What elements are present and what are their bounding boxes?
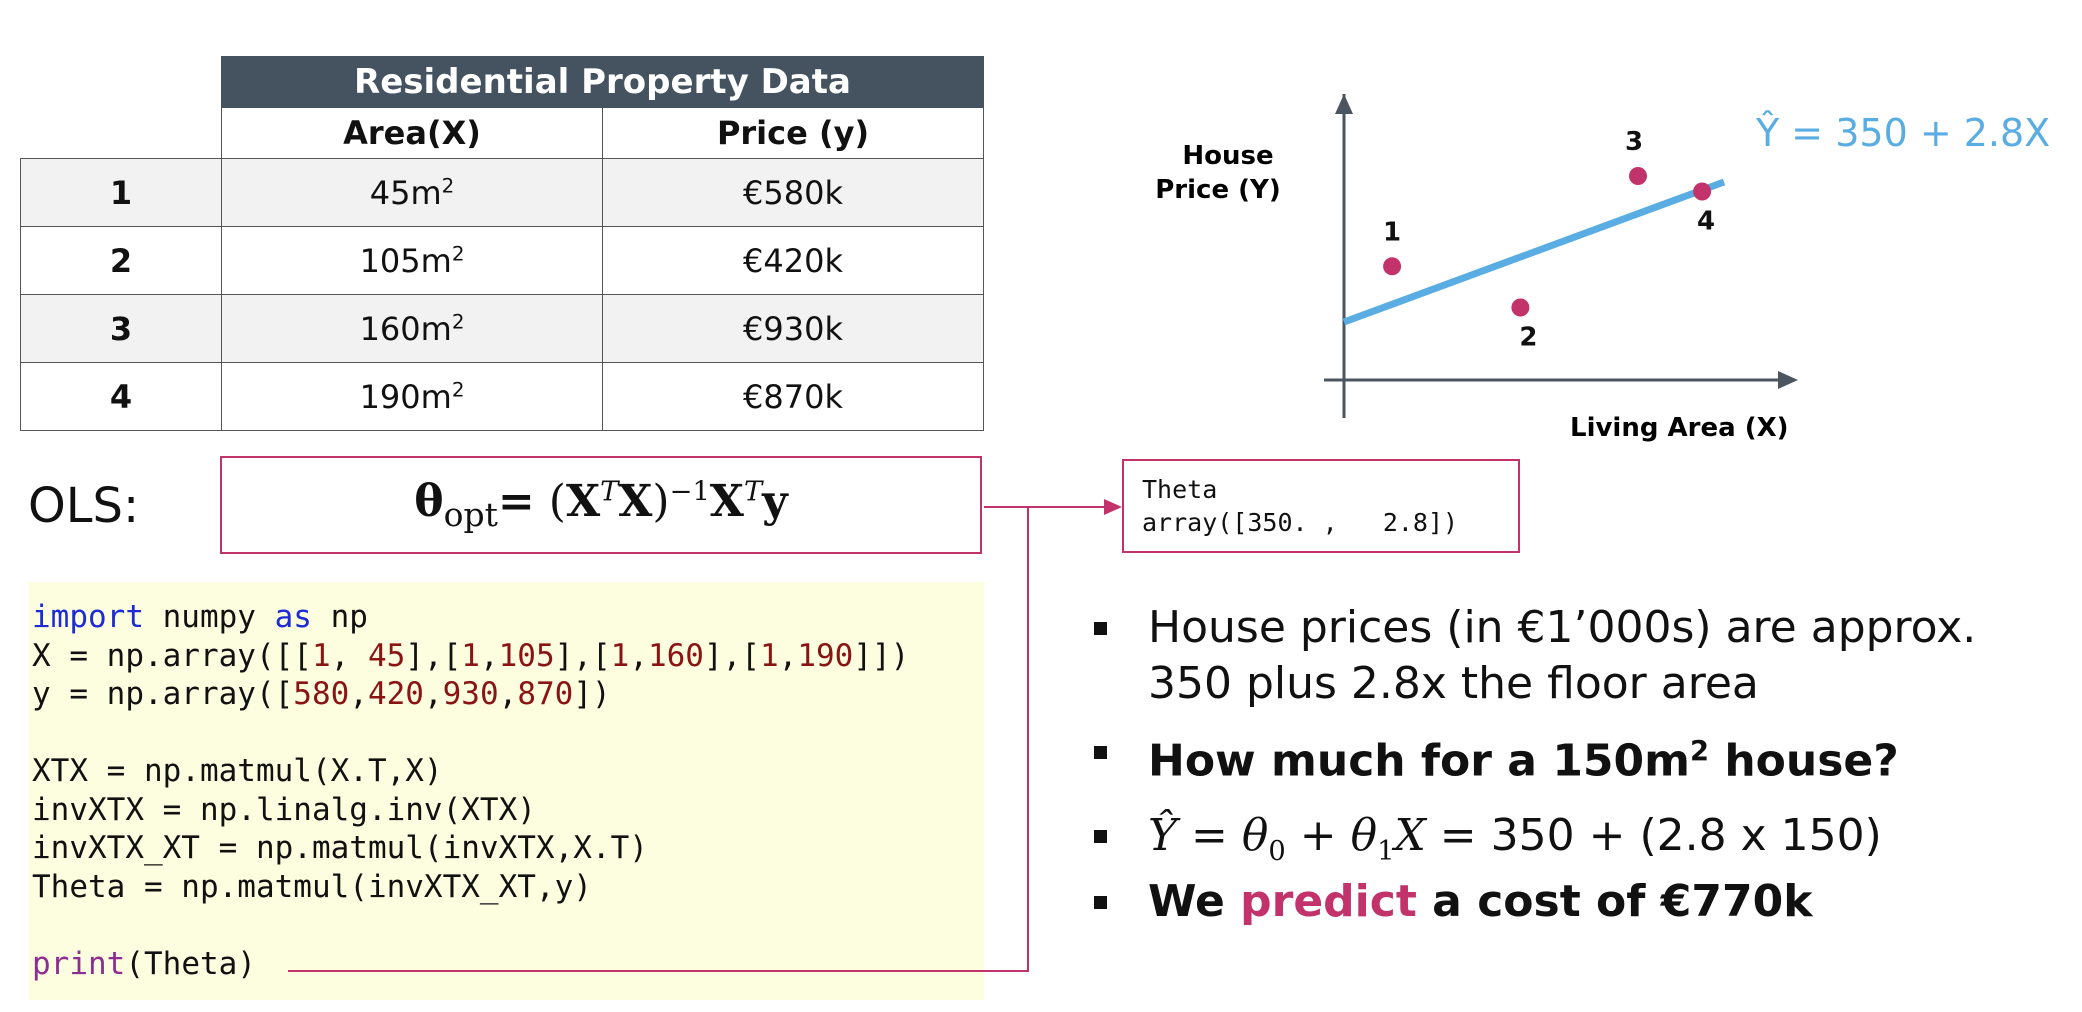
data-points: 1 2 3 4 bbox=[1383, 127, 1715, 353]
y-axis-label-line1: House bbox=[1182, 141, 1273, 171]
chart-axes bbox=[1324, 94, 1798, 418]
price-cell: €420k bbox=[602, 226, 984, 295]
area-cell: 105m2 bbox=[221, 226, 603, 295]
table-corner bbox=[21, 57, 222, 108]
table-row: 3 160m2 €930k bbox=[20, 294, 984, 363]
price-cell: €580k bbox=[602, 158, 984, 227]
bullet-prediction-result: We predict a cost of €770k bbox=[1090, 874, 1812, 930]
price-cell: €870k bbox=[602, 362, 984, 431]
table-row: 4 190m2 €870k bbox=[20, 362, 984, 431]
data-point-label-3: 3 bbox=[1625, 127, 1643, 157]
area-cell: 45m2 bbox=[221, 158, 603, 227]
table-title: Residential Property Data bbox=[221, 56, 984, 108]
bullet-prediction-formula: Ŷ = θ0 + θ1X = 350 + (2.8 x 150) bbox=[1090, 808, 1882, 880]
data-point-label-4: 4 bbox=[1697, 207, 1715, 237]
data-point-4 bbox=[1693, 182, 1712, 201]
table-corner bbox=[21, 108, 222, 159]
data-point-1 bbox=[1383, 257, 1402, 276]
table-row: 1 45m2 €580k bbox=[20, 158, 984, 227]
code-block: import numpy as np X = np.array([[1, 45]… bbox=[28, 582, 984, 1000]
data-point-3 bbox=[1629, 167, 1647, 185]
output-box: Theta array([350. , 2.8]) bbox=[1122, 459, 1520, 553]
column-header-area: Area(X) bbox=[221, 107, 603, 159]
row-index: 1 bbox=[20, 158, 222, 227]
area-cell: 190m2 bbox=[221, 362, 603, 431]
code-text: import numpy as np X = np.array([[1, 45]… bbox=[32, 599, 910, 982]
ols-label: OLS: bbox=[28, 478, 140, 534]
column-header-price: Price (y) bbox=[602, 107, 984, 159]
regression-line bbox=[1342, 178, 1726, 326]
area-cell: 160m2 bbox=[221, 294, 603, 363]
data-point-label-2: 2 bbox=[1519, 323, 1537, 353]
scatter-chart: House Price (Y) Living Area (X) Ŷ = 350 … bbox=[1155, 94, 2050, 443]
row-index: 3 bbox=[20, 294, 222, 363]
ols-formula-box: θopt= (XTX)−1XTy bbox=[220, 456, 982, 554]
y-axis-arrow bbox=[1335, 94, 1353, 114]
regression-equation-label: Ŷ = 350 + 2.8X bbox=[1755, 111, 2050, 155]
data-point-label-1: 1 bbox=[1383, 217, 1401, 247]
x-axis-arrow bbox=[1778, 371, 1798, 389]
row-index: 4 bbox=[20, 362, 222, 431]
output-text: Theta array([350. , 2.8]) bbox=[1142, 475, 1459, 537]
x-axis-label: Living Area (X) bbox=[1570, 413, 1789, 443]
bullet-price-summary: House prices (in €1’000s) are approx. 350… bbox=[1090, 600, 1976, 712]
bullet-question: How much for a 150m2 house? bbox=[1090, 724, 1899, 790]
row-index: 2 bbox=[20, 226, 222, 295]
ols-formula: θopt= (XTX)−1XTy bbox=[414, 476, 788, 534]
property-data-table: Residential Property Data Area(X) Price … bbox=[20, 56, 984, 431]
y-axis-label-line2: Price (Y) bbox=[1155, 175, 1280, 205]
data-point-2 bbox=[1511, 298, 1530, 317]
table-row: 2 105m2 €420k bbox=[20, 226, 984, 295]
price-cell: €930k bbox=[602, 294, 984, 363]
